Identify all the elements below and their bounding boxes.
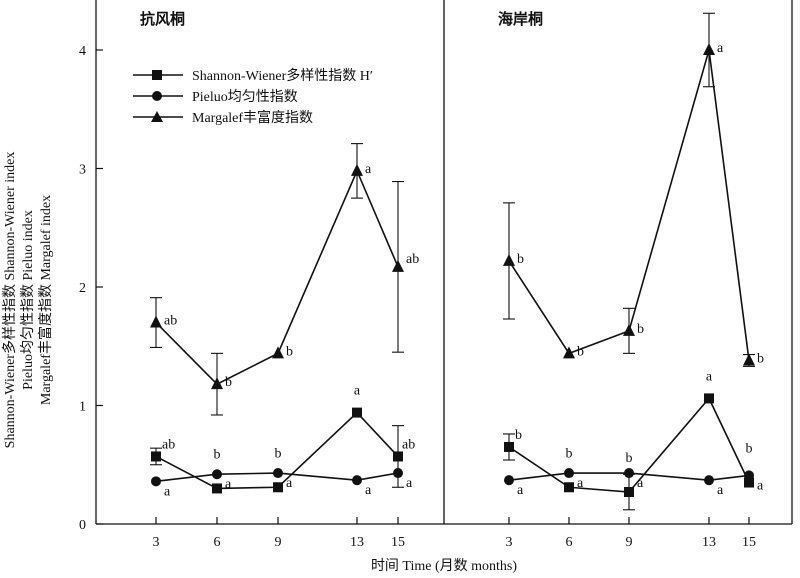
data-point-circle (744, 470, 754, 481)
data-point-square (352, 407, 362, 418)
panel-title-right: 海岸桐 (498, 10, 543, 28)
significance-label: a (637, 476, 644, 491)
data-point-circle (564, 468, 574, 479)
significance-label: b (566, 446, 573, 461)
legend-label-margalef: Margalef丰富度指数 (192, 109, 313, 126)
data-point-circle (273, 468, 283, 479)
data-point-triangle (211, 377, 223, 390)
significance-label: a (577, 476, 584, 491)
x-tick-label: 9 (626, 535, 633, 550)
significance-label: ab (402, 437, 415, 452)
significance-label: a (517, 483, 524, 498)
y-axis-label: Shannon-Wiener多样性指数 Shannon-Wiener index (1, 152, 18, 449)
significance-label: a (225, 477, 232, 492)
significance-label: b (515, 428, 522, 443)
x-axis-label: 时间 Time (月数 months) (371, 558, 517, 574)
significance-label: a (717, 41, 724, 56)
data-point-triangle (503, 253, 515, 266)
x-tick-label: 13 (350, 535, 364, 550)
significance-label: a (286, 476, 293, 491)
data-point-triangle (392, 259, 404, 272)
significance-label: a (717, 483, 724, 498)
x-tick-label: 15 (742, 535, 756, 550)
data-point-circle (393, 468, 403, 479)
y-tick-label: 1 (79, 400, 86, 415)
significance-label: b (746, 442, 753, 457)
legend: Shannon-Wiener多样性指数 H′ Pieluo均匀性指数 Marga… (133, 67, 373, 126)
significance-label: ab (406, 252, 419, 267)
data-point-triangle (272, 346, 284, 359)
data-point-square (504, 441, 514, 452)
significance-label: a (365, 162, 372, 177)
significance-label: b (214, 447, 221, 462)
x-tick-label: 3 (153, 535, 160, 550)
x-tick-label: 6 (214, 535, 221, 550)
legend-label-pieluo: Pieluo均匀性指数 (192, 89, 298, 105)
data-point-circle (624, 468, 634, 479)
data-point-square (273, 482, 283, 493)
significance-label: b (275, 446, 282, 461)
data-point-circle (352, 475, 362, 486)
legend-circle-marker (152, 91, 162, 101)
data-point-triangle (623, 323, 635, 336)
y-axis-label-line-1: Shannon-Wiener多样性指数 Shannon-Wiener index (1, 152, 18, 449)
data-point-triangle (743, 353, 755, 366)
data-point-circle (504, 475, 514, 486)
data-point-circle (704, 475, 714, 486)
panel-title-left: 抗风桐 (140, 10, 185, 28)
x-tick-label: 13 (702, 535, 716, 550)
significance-label: b (637, 322, 644, 337)
y-axis-label-line-3: Margalef丰富度指数 Margalef index (37, 195, 54, 405)
plot-frame (95, 0, 793, 525)
significance-label: a (365, 483, 372, 498)
data-point-square (704, 393, 714, 404)
data-point-triangle (563, 346, 575, 359)
data-point-square (624, 487, 634, 498)
x-axis-ticks: 3 6 9 13 15 3 6 9 13 15 (153, 517, 756, 550)
x-tick-label: 15 (391, 535, 405, 550)
significance-label: b (517, 252, 524, 267)
data-point-square (744, 477, 754, 488)
data-point-triangle (351, 163, 363, 176)
significance-label: a (757, 478, 764, 493)
significance-label: ab (164, 314, 177, 329)
x-tick-label: 3 (506, 535, 513, 550)
y-axis-label-line-2: Pieluo均匀性指数 Pieluo index (20, 210, 36, 390)
significance-label: b (577, 344, 584, 359)
data-point-circle (212, 469, 222, 480)
y-tick-label: 3 (79, 163, 86, 178)
data-point-triangle (703, 43, 715, 55)
data-point-circle (151, 476, 161, 487)
data-point-square (564, 482, 574, 493)
legend-square-marker (152, 70, 162, 80)
y-tick-label: 0 (79, 518, 86, 533)
data-point-square (212, 483, 222, 494)
significance-label: ab (162, 437, 175, 452)
x-tick-label: 9 (275, 535, 282, 550)
data-point-square (151, 451, 161, 462)
significance-label: b (225, 375, 232, 390)
y-axis-label-3: Margalef丰富度指数 Margalef index (37, 195, 54, 405)
data-point-square (393, 451, 403, 462)
significance-label: b (286, 344, 293, 359)
significance-label: a (406, 476, 413, 491)
legend-label-shannon: Shannon-Wiener多样性指数 H′ (192, 67, 373, 84)
y-axis-ticks: 0 1 2 3 4 (79, 44, 103, 533)
significance-label: a (706, 369, 713, 384)
y-axis-label-2: Pieluo均匀性指数 Pieluo index (20, 210, 36, 390)
significance-label: b (626, 451, 633, 466)
significance-label: a (354, 384, 361, 399)
significance-label: a (164, 484, 171, 499)
legend-triangle-marker (151, 111, 163, 122)
x-tick-label: 6 (566, 535, 573, 550)
significance-label: b (757, 351, 764, 366)
data-point-triangle (150, 315, 162, 328)
y-tick-label: 2 (79, 281, 86, 296)
y-tick-label: 4 (79, 44, 86, 59)
